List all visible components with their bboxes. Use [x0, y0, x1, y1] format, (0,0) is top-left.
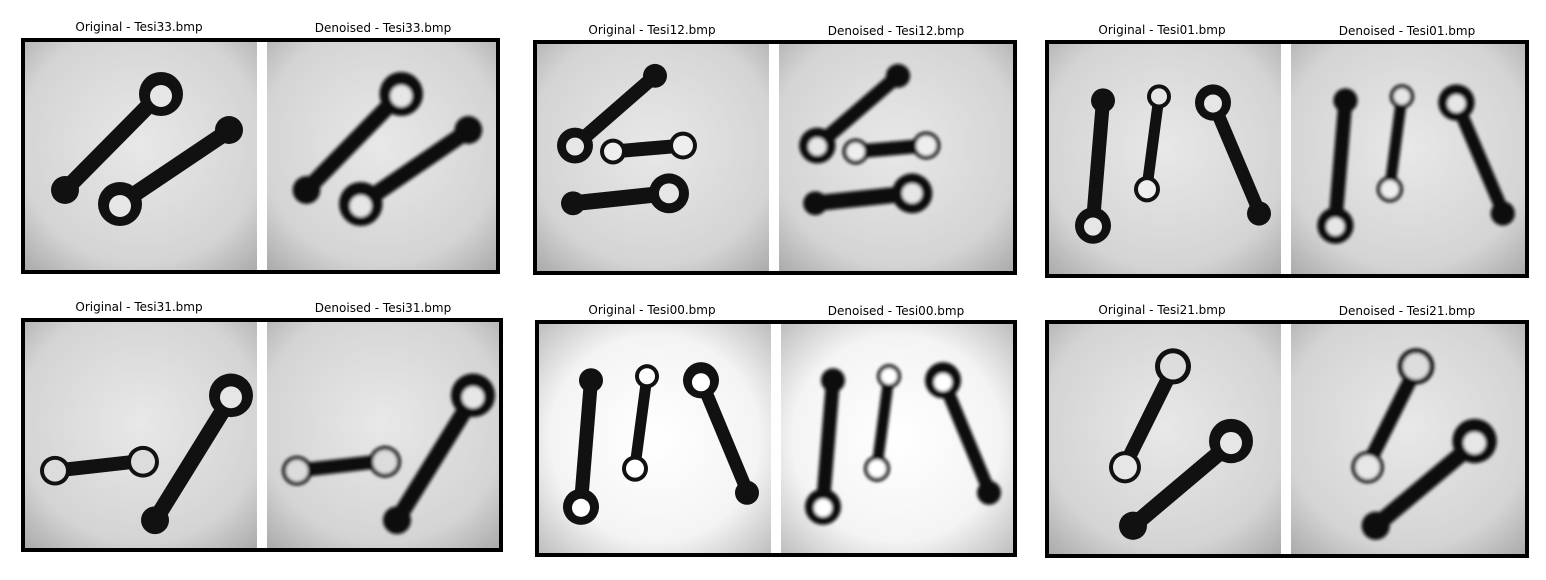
denoised-image — [267, 42, 496, 270]
original-title: Original - Tesi00.bmp — [588, 303, 716, 317]
denoised-title: Denoised - Tesi12.bmp — [827, 24, 965, 38]
image-pair-tesi12 — [533, 40, 1017, 275]
original-image — [539, 324, 771, 553]
original-title: Original - Tesi01.bmp — [1098, 23, 1226, 37]
original-title: Original - Tesi21.bmp — [1098, 303, 1226, 317]
denoised-title: Denoised - Tesi31.bmp — [314, 301, 452, 315]
denoised-image — [1291, 44, 1525, 274]
denoised-title: Denoised - Tesi21.bmp — [1338, 304, 1476, 318]
original-title: Original - Tesi33.bmp — [75, 20, 203, 34]
image-pair-tesi01 — [1045, 40, 1529, 278]
original-image — [1049, 324, 1281, 554]
original-image — [25, 42, 257, 270]
denoised-image — [1291, 324, 1525, 554]
denoised-title: Denoised - Tesi00.bmp — [827, 304, 965, 318]
original-title: Original - Tesi12.bmp — [588, 23, 716, 37]
original-image — [1049, 44, 1281, 274]
denoised-title: Denoised - Tesi33.bmp — [314, 21, 452, 35]
image-pair-tesi31 — [21, 318, 503, 552]
original-image — [537, 44, 769, 271]
image-pair-tesi21 — [1045, 320, 1529, 558]
denoised-title: Denoised - Tesi01.bmp — [1338, 24, 1476, 38]
denoised-image — [267, 322, 499, 548]
denoised-image — [779, 44, 1013, 271]
original-title: Original - Tesi31.bmp — [75, 300, 203, 314]
image-pair-tesi00 — [535, 320, 1017, 557]
image-pair-tesi33 — [21, 38, 500, 274]
original-image — [25, 322, 257, 548]
denoised-image — [781, 324, 1013, 553]
